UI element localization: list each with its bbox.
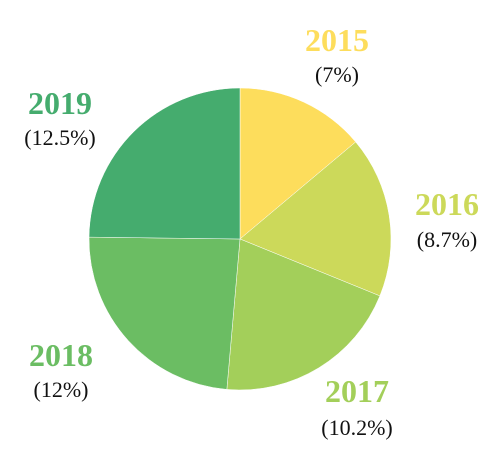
pie-slice-2015 (239, 87, 357, 240)
slice-value-2019: (12.5%) (24, 125, 95, 150)
slice-label-2016: 2016 (415, 186, 479, 222)
slice-value-2018: (12%) (34, 377, 89, 402)
pie-slice-2018 (88, 236, 241, 390)
slice-value-2016: (8.7%) (417, 227, 477, 252)
pie-slice-2019 (88, 87, 241, 240)
pie-labels: 2015 (7%) 2016 (8.7%) 2017 (10.2%) 2018 (12%) 20… (24, 22, 479, 440)
slice-label-2019: 2019 (28, 85, 92, 121)
pie-slices (88, 87, 392, 391)
slice-label-2015: 2015 (305, 22, 369, 58)
slice-label-2017: 2017 (325, 373, 389, 409)
pie-slice-2016 (239, 141, 392, 297)
pie-slice-2017 (226, 238, 381, 391)
slice-value-2015: (7%) (315, 62, 359, 87)
slice-value-2017: (10.2%) (321, 415, 392, 440)
slice-label-2018: 2018 (29, 337, 93, 373)
